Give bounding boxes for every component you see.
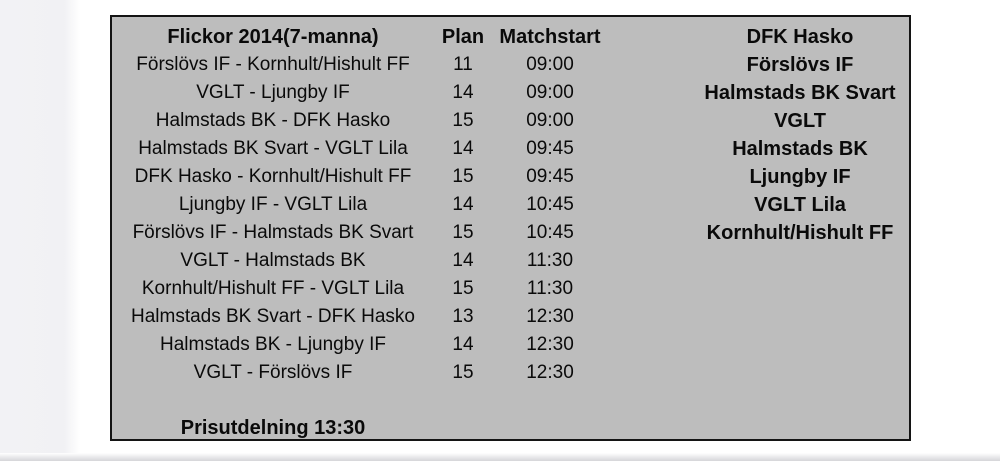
plan-cell: 15	[452, 166, 474, 187]
start-time-cell: 09:45	[526, 166, 574, 187]
prize-ceremony-note: Prisutdelning 13:30	[180, 417, 366, 439]
team-list-item: Kornhult/Hishult FF	[706, 222, 894, 244]
plan-cell: 15	[452, 222, 474, 243]
match-cell: VGLT - Ljungby IF	[196, 82, 350, 103]
schedule-row: Förslövs IF - Kornhult/Hishult FF 11 09:…	[112, 51, 909, 79]
team-list-item: VGLT	[774, 110, 826, 132]
start-time-cell: 12:30	[526, 306, 574, 327]
match-cell: Förslövs IF - Halmstads BK Svart	[132, 222, 414, 243]
prize-row: Prisutdelning 13:30	[112, 415, 909, 441]
schedule-row: Ljungby IF - VGLT Lila 14 10:45 VGLT Lil…	[112, 191, 909, 219]
tournament-title: Flickor 2014(7-manna)	[167, 26, 379, 48]
plan-cell: 15	[452, 362, 474, 383]
match-cell: Förslövs IF - Kornhult/Hishult FF	[136, 54, 410, 75]
match-cell: VGLT - Förslövs IF	[193, 362, 353, 383]
match-cell: Kornhult/Hishult FF - VGLT Lila	[141, 278, 405, 299]
schedule-row: Halmstads BK - Ljungby IF 14 12:30	[112, 331, 909, 359]
matchstart-column-header: Matchstart	[499, 26, 601, 48]
team-list-item: DFK Hasko	[746, 26, 854, 48]
plan-column-header: Plan	[441, 26, 485, 48]
schedule-row: Halmstads BK Svart - DFK Hasko 13 12:30	[112, 303, 909, 331]
team-list-item: VGLT Lila	[754, 194, 846, 216]
start-time-cell: 10:45	[526, 194, 574, 215]
start-time-cell: 11:30	[526, 250, 574, 271]
plan-cell: 14	[452, 82, 474, 103]
schedule-row: Halmstads BK Svart - VGLT Lila 14 09:45 …	[112, 135, 909, 163]
match-cell: Halmstads BK - DFK Hasko	[155, 110, 391, 131]
start-time-cell: 09:45	[526, 138, 574, 159]
match-cell: Halmstads BK Svart - VGLT Lila	[138, 138, 408, 159]
plan-cell: 15	[452, 278, 474, 299]
plan-cell: 14	[452, 194, 474, 215]
start-time-cell: 10:45	[526, 222, 574, 243]
match-cell: Halmstads BK - Ljungby IF	[160, 334, 386, 355]
plan-cell: 13	[452, 306, 474, 327]
schedule-row: Kornhult/Hishult FF - VGLT Lila 15 11:30	[112, 275, 909, 303]
plan-cell: 14	[452, 250, 474, 271]
plan-cell: 11	[453, 54, 473, 75]
plan-cell: 14	[452, 334, 474, 355]
plan-cell: 15	[452, 110, 474, 131]
plan-cell: 14	[452, 138, 474, 159]
start-time-cell: 12:30	[526, 362, 574, 383]
match-cell: Ljungby IF - VGLT Lila	[178, 194, 368, 215]
schedule-row: VGLT - Ljungby IF 14 09:00 Halmstads BK …	[112, 79, 909, 107]
spacer-row	[112, 387, 909, 415]
schedule-table: Flickor 2014(7-manna) Plan Matchstart DF…	[112, 17, 909, 441]
page-bottom-edge-strip	[0, 453, 1000, 461]
team-list-item: Halmstads BK Svart	[704, 82, 896, 104]
start-time-cell: 11:30	[526, 278, 574, 299]
page-left-margin-strip	[0, 0, 80, 455]
team-list-item: Förslövs IF	[746, 54, 854, 76]
schedule-box: Flickor 2014(7-manna) Plan Matchstart DF…	[110, 15, 911, 441]
schedule-row: VGLT - Förslövs IF 15 12:30	[112, 359, 909, 387]
schedule-row: VGLT - Halmstads BK 14 11:30	[112, 247, 909, 275]
schedule-header-row: Flickor 2014(7-manna) Plan Matchstart DF…	[112, 23, 909, 51]
team-list-item: Ljungby IF	[749, 166, 851, 188]
start-time-cell: 09:00	[526, 54, 574, 75]
team-list-item: Halmstads BK	[732, 138, 868, 160]
match-cell: DFK Hasko - Kornhult/Hishult FF	[134, 166, 412, 187]
schedule-row: Halmstads BK - DFK Hasko 15 09:00 VGLT	[112, 107, 909, 135]
schedule-row: Förslövs IF - Halmstads BK Svart 15 10:4…	[112, 219, 909, 247]
start-time-cell: 12:30	[526, 334, 574, 355]
schedule-row: DFK Hasko - Kornhult/Hishult FF 15 09:45…	[112, 163, 909, 191]
start-time-cell: 09:00	[526, 82, 574, 103]
match-cell: VGLT - Halmstads BK	[180, 250, 366, 271]
match-cell: Halmstads BK Svart - DFK Hasko	[130, 306, 416, 327]
start-time-cell: 09:00	[526, 110, 574, 131]
